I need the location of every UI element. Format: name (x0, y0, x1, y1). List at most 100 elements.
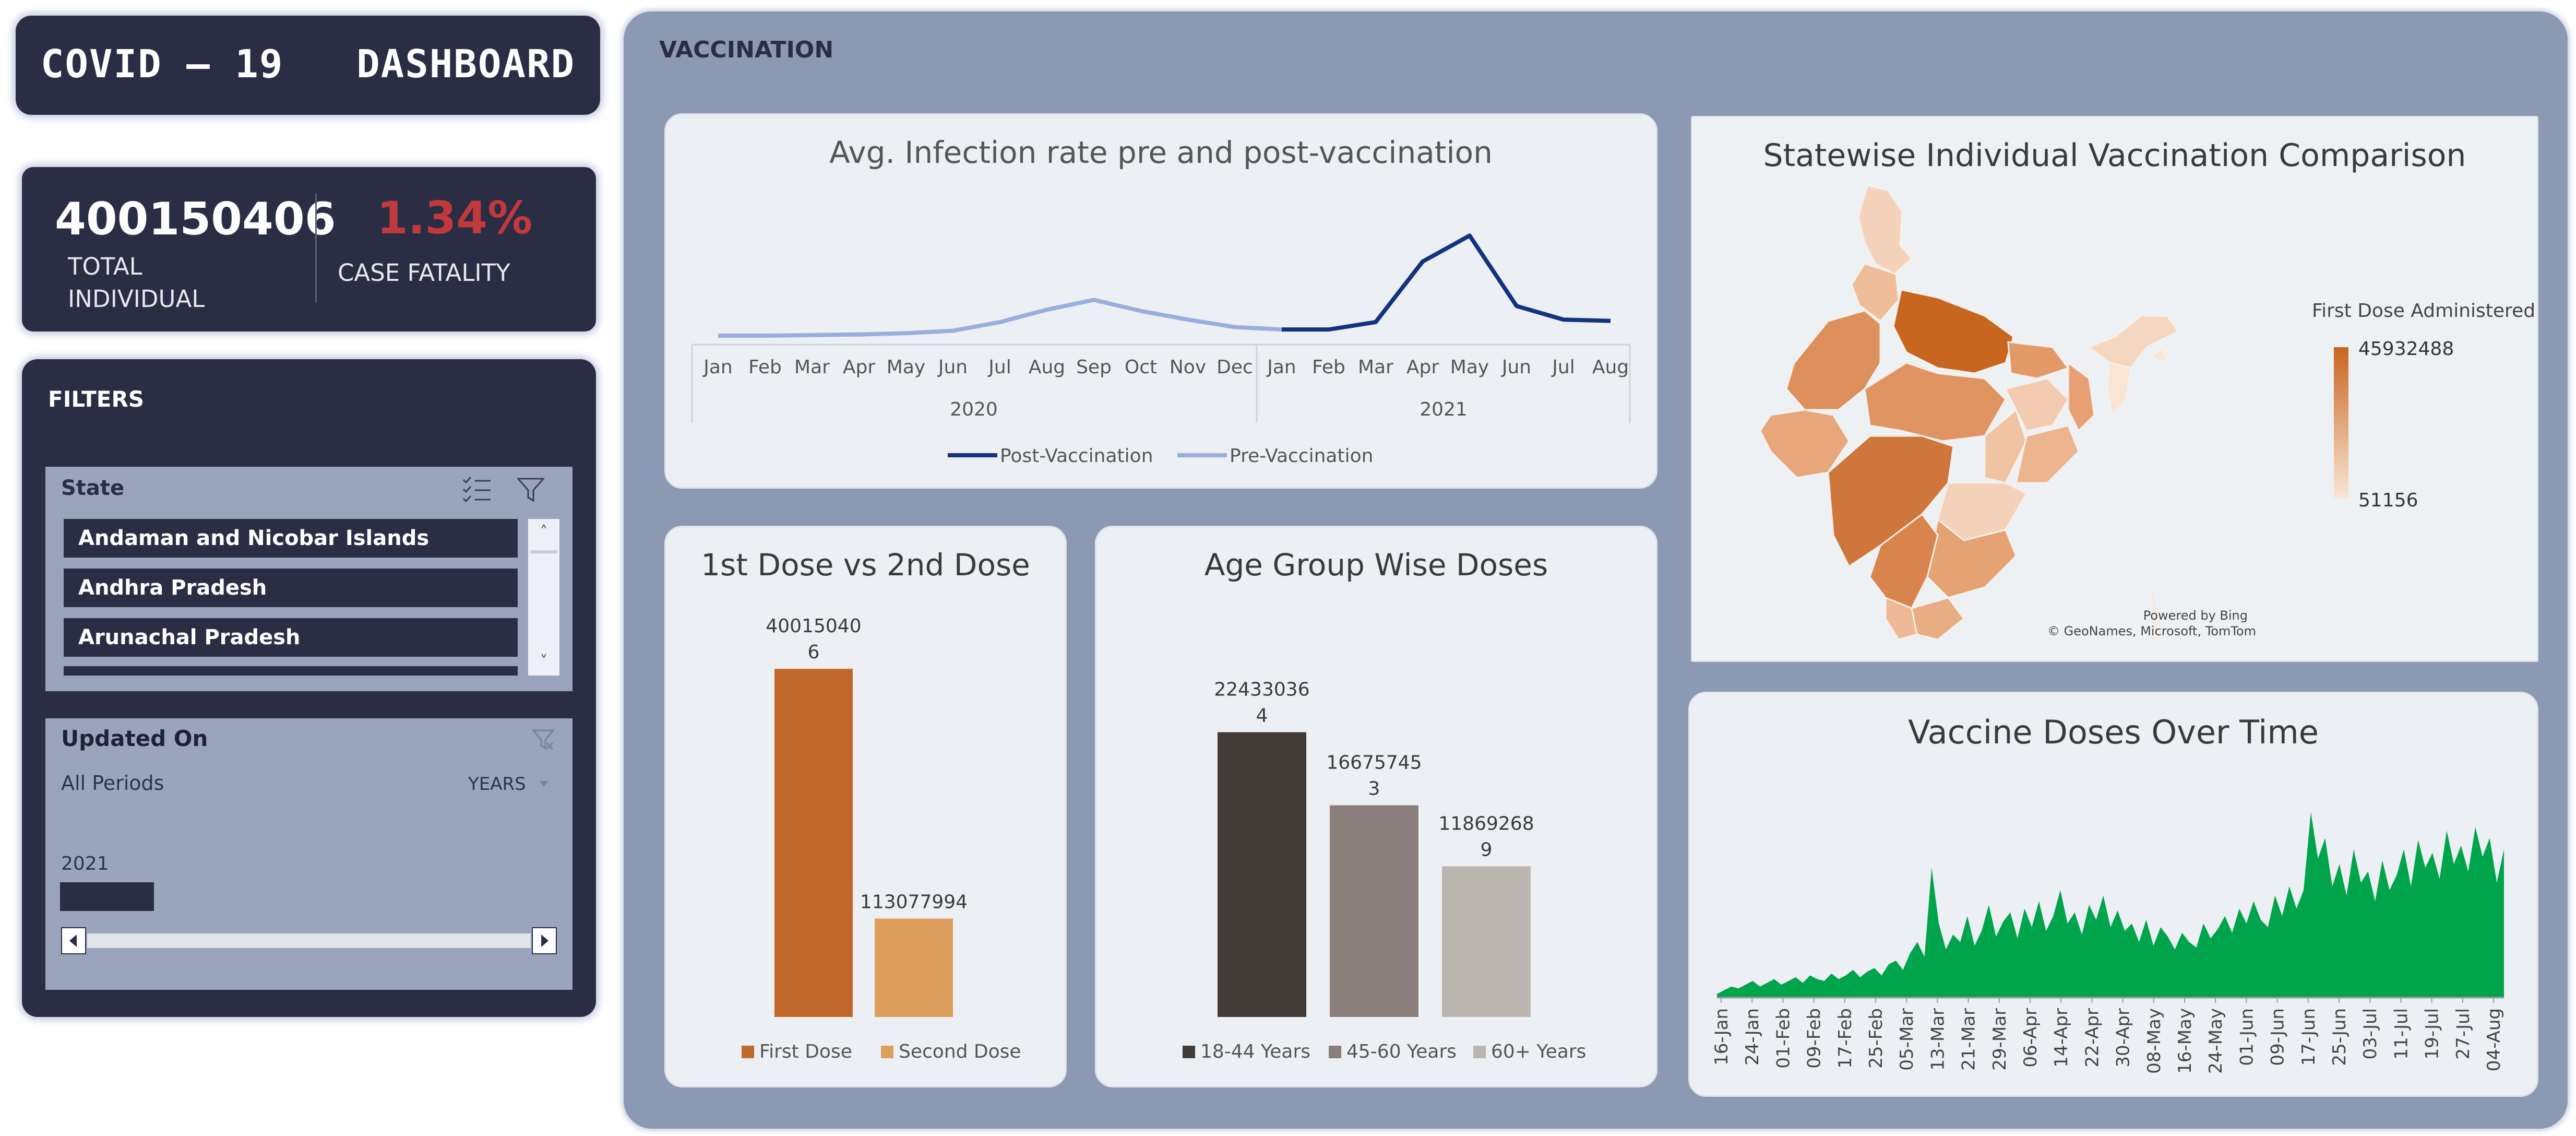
x-tick-label: 17-Feb (1835, 1008, 1856, 1069)
filters-title: FILTERS (48, 386, 145, 412)
dose-comparison-chart: 40015040 6 113077994 First Dose Second Dose (742, 616, 1021, 1062)
state-item[interactable]: Arunachal Pradesh (64, 618, 518, 657)
timeline-year-bar[interactable] (60, 882, 154, 911)
x-tick-label: 27-Jul (2453, 1008, 2474, 1059)
section-title: VACCINATION (659, 37, 834, 63)
series-line (1282, 233, 1611, 332)
map-state-jharkhand (2004, 377, 2069, 432)
scroll-thumb[interactable] (530, 550, 557, 553)
x-tick-label: 13-Mar (1927, 1008, 1948, 1071)
x-year-label: 2021 (1420, 399, 1468, 420)
india-map[interactable]: First Dose Administered 45932488 51156 P… (1692, 117, 2537, 660)
legend-swatch (1329, 1046, 1341, 1058)
x-tick-label: 21-Mar (1959, 1008, 1979, 1071)
bar (1330, 805, 1418, 1017)
legend-swatch (1183, 1046, 1195, 1058)
x-tick-label: 17-Jun (2298, 1008, 2319, 1066)
chart-title: Avg. Infection rate pre and post-vaccina… (829, 135, 1493, 170)
legend-swatch (1473, 1046, 1486, 1058)
series-line (718, 298, 1282, 338)
scroll-right-icon[interactable] (532, 927, 557, 954)
bar (1218, 732, 1306, 1017)
x-tick-label: Oct (1125, 357, 1157, 378)
map-state-uttar-pradesh (1892, 289, 2014, 374)
x-tick-label: Sep (1076, 357, 1112, 378)
x-tick-label: 30-Apr (2113, 1008, 2134, 1068)
x-tick-label: 05-Mar (1897, 1008, 1917, 1071)
case-fatality-value: 1.34% (377, 192, 533, 244)
age-group-card: Age Group Wise Doses 22433036 4 16675745 3 1… (1095, 526, 1657, 1087)
map-state-chhattisgarh (1984, 408, 2028, 484)
state-item-partial[interactable] (64, 666, 518, 676)
age-group-chart: 22433036 4 16675745 3 11869268 9 18-44 Years 45… (1183, 679, 1586, 1062)
state-item[interactable]: Andhra Pradesh (64, 569, 518, 607)
area-series (1717, 812, 2504, 998)
x-year-label: 2020 (950, 399, 998, 420)
map-state-karnataka (1869, 513, 1939, 609)
map-attribution: © GeoNames, Microsoft, TomTom (2047, 624, 2256, 638)
state-item[interactable]: Andaman and Nicobar Islands (64, 519, 518, 558)
multi-select-icon[interactable] (460, 475, 495, 503)
x-tick-label: Apr (843, 357, 875, 378)
x-tick-label: 29-Mar (1989, 1008, 2010, 1071)
case-fatality-label: CASE FATALITY (338, 259, 510, 287)
x-tick-label: May (887, 357, 925, 378)
map-attribution: Powered by Bing (2143, 608, 2248, 623)
chart-title: Age Group Wise Doses (1204, 547, 1548, 583)
scroll-left-icon[interactable] (61, 927, 86, 954)
x-tick-label: 25-Feb (1866, 1008, 1887, 1069)
time-level-select[interactable]: YEARS (468, 774, 526, 795)
dashboard-title: COVID – 19 DASHBOARD (40, 42, 576, 87)
scroll-up-icon[interactable]: ˄ (540, 523, 548, 541)
x-tick-label: Jun (1501, 357, 1531, 378)
x-tick-label: Feb (748, 357, 782, 378)
timeline-scrollbar[interactable] (87, 933, 531, 948)
map-legend-gradient (2334, 347, 2348, 499)
legend-label: Second Dose (899, 1041, 1021, 1062)
x-tick-label: 25-Jun (2329, 1008, 2350, 1066)
x-tick-label: 09-Jun (2268, 1008, 2288, 1066)
scroll-down-icon[interactable]: ˅ (540, 653, 548, 671)
x-tick-label: 16-Jan (1711, 1008, 1732, 1066)
data-label: 4 (1256, 705, 1268, 727)
x-tick-label: 24-Jan (1742, 1008, 1763, 1066)
x-tick-label: 06-Apr (2020, 1008, 2041, 1068)
dropdown-arrow-icon[interactable] (536, 776, 552, 791)
x-tick-label: Nov (1170, 357, 1206, 378)
timeline-slicer: Updated On All Periods YEARS 2021 (45, 718, 573, 990)
x-tick-label: 11-Jul (2391, 1008, 2412, 1059)
x-tick-label: Aug (1029, 357, 1065, 378)
x-tick-label: May (1450, 357, 1489, 378)
x-tick-label: 14-Apr (2051, 1008, 2072, 1068)
map-legend-title: First Dose Administered (2312, 300, 2535, 322)
x-tick-label: Jan (702, 357, 733, 378)
x-tick-label: Jan (1266, 357, 1296, 378)
legend-label: 18-44 Years (1200, 1041, 1310, 1062)
data-label: 11869268 (1438, 813, 1534, 834)
data-label: 22433036 (1214, 679, 1309, 701)
x-tick-label: Mar (1358, 357, 1393, 378)
map-state-odisha (2015, 424, 2080, 484)
legend-label: Pre-Vaccination (1230, 445, 1373, 467)
infection-rate-card: Avg. Infection rate pre and post-vaccina… (664, 113, 1657, 489)
x-tick-label: 04-Aug (2484, 1008, 2505, 1071)
x-tick-label: 16-May (2175, 1008, 2196, 1074)
clear-filter-icon[interactable] (515, 475, 546, 503)
state-map-card: Statewise Individual Vaccination Compari… (1691, 116, 2538, 662)
clear-filter-icon[interactable] (531, 726, 557, 752)
total-individual-value: 400150406 (55, 193, 336, 245)
legend-swatch (881, 1046, 893, 1058)
x-tick-label: 08-May (2144, 1008, 2165, 1074)
infection-rate-chart: Jan Feb Mar Apr May Jun Jul Aug Sep Oct Nov Dec Jan F… (691, 233, 1631, 467)
x-tick-label: Apr (1406, 357, 1439, 378)
data-label: 6 (808, 642, 820, 663)
timeline-title: Updated On (61, 726, 208, 751)
x-tick-label: 03-Jul (2360, 1008, 2381, 1059)
map-state-kerala (1885, 596, 1918, 641)
state-slicer-title: State (61, 476, 125, 500)
map-state-bihar (2007, 341, 2070, 380)
map-legend-min: 51156 (2358, 490, 2418, 511)
legend-swatch (742, 1046, 754, 1058)
state-scrollbar[interactable]: ˄ ˅ (528, 519, 559, 676)
legend-label: 60+ Years (1491, 1041, 1586, 1062)
